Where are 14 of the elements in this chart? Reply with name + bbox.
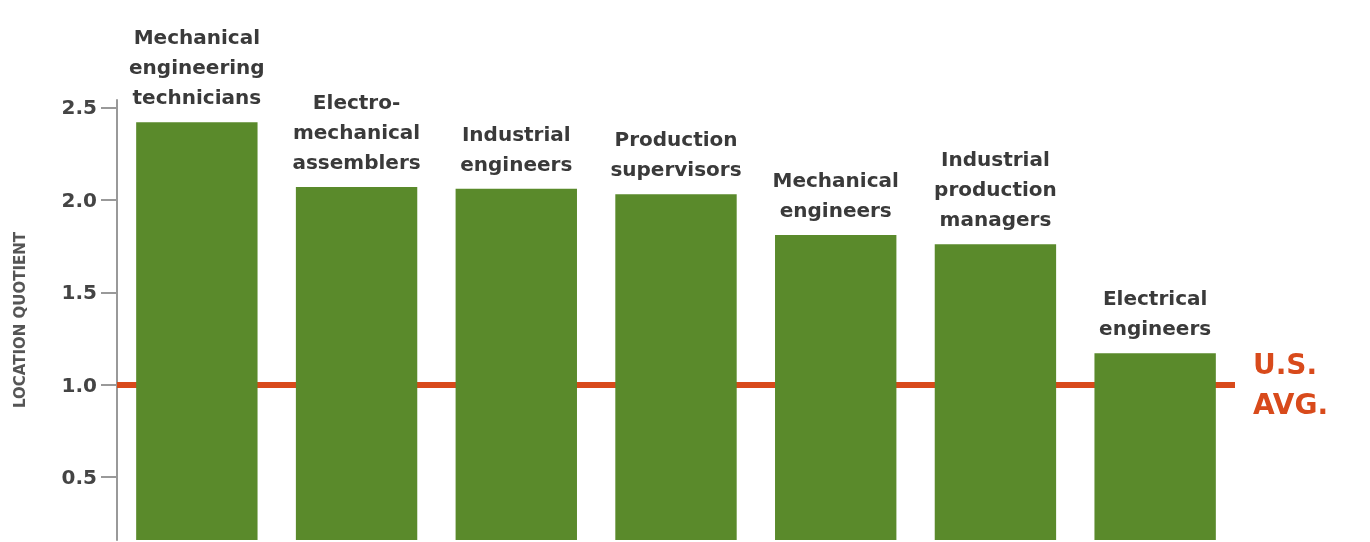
- x-tick-label: Electrical engineers: [1099, 286, 1212, 341]
- y-tick-label: 2.0: [61, 187, 97, 212]
- y-tick-label: 2.5: [61, 95, 97, 120]
- y-tick-label: 1.0: [61, 372, 97, 397]
- x-tick-label: Electro-mechanical assemblers: [292, 89, 421, 174]
- x-tick-label: Production supervisors: [610, 127, 742, 182]
- ref-line-label: U.S. AVG.: [1253, 348, 1329, 422]
- y-tick-label: 1.5: [61, 280, 97, 305]
- x-tick-label: Mechanical engineering technicians: [129, 25, 265, 110]
- x-tick-label: Industrial production managers: [934, 147, 1057, 232]
- y-axis-title: LOCATION QUOTIENT: [10, 231, 29, 409]
- x-tick-label: Mechanical engineers: [772, 167, 899, 222]
- x-tick-label: Industrial engineers: [460, 121, 573, 176]
- y-tick-label: 0.5: [61, 465, 97, 490]
